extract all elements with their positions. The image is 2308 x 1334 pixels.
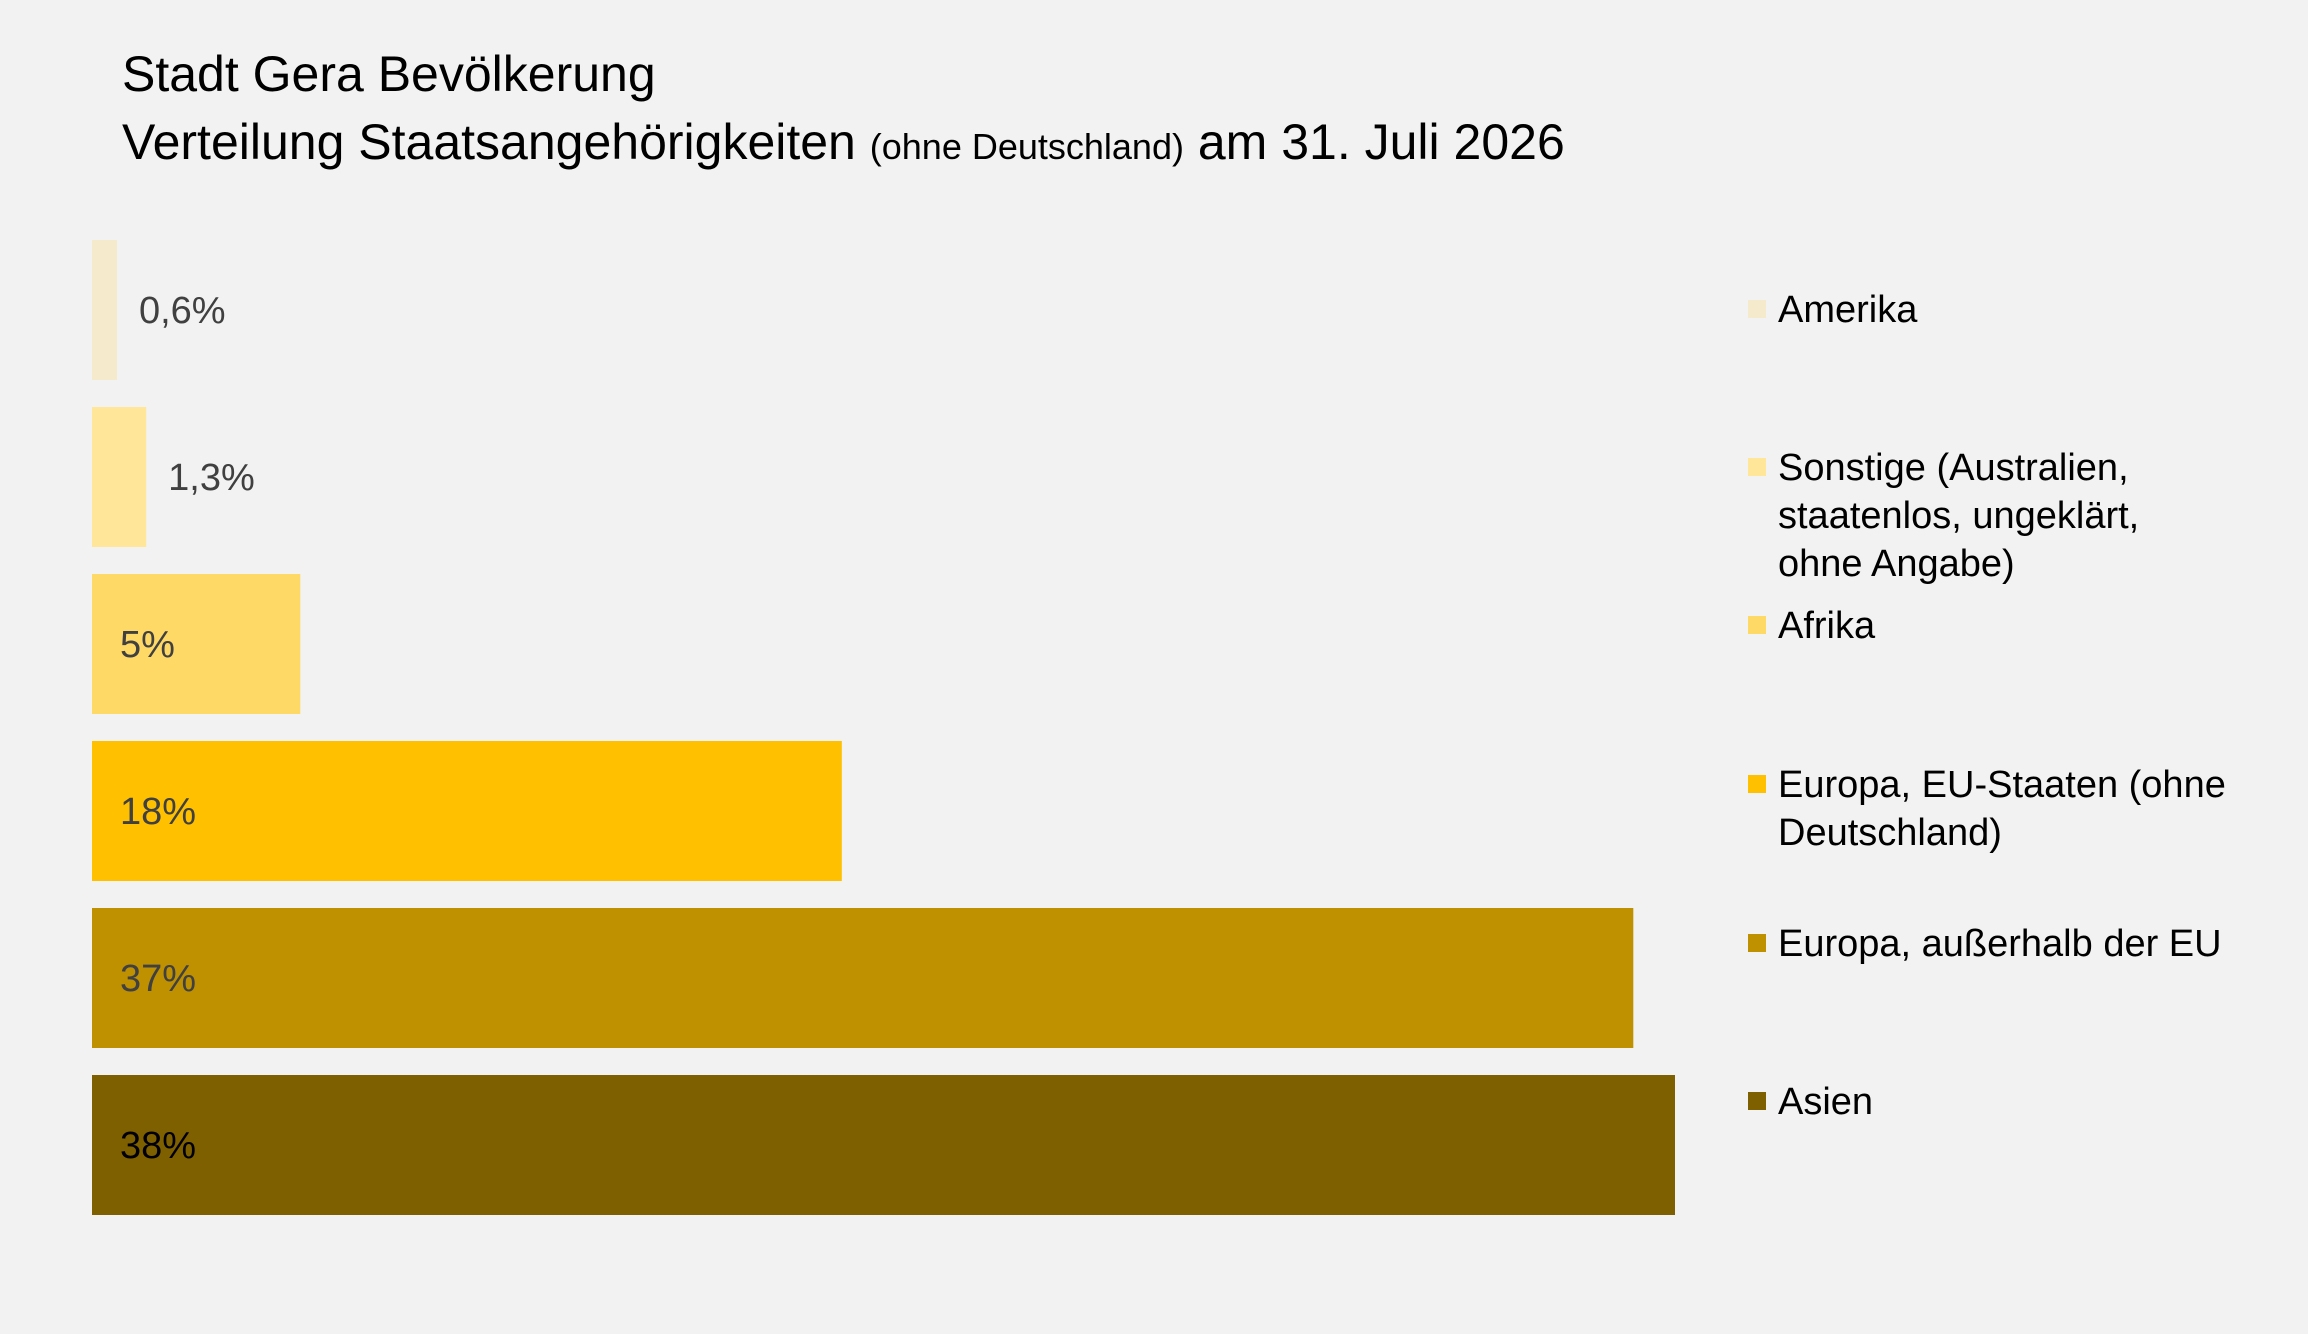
legend-swatch-2 bbox=[1748, 616, 1766, 634]
bar-4 bbox=[92, 908, 1634, 1048]
bar-label-2: 5% bbox=[120, 624, 175, 666]
legend-label-2: Afrika bbox=[1778, 605, 1876, 647]
legend-label-3: Europa, EU-Staaten (ohne Deutschland) bbox=[1778, 764, 2226, 854]
legend-swatch-4 bbox=[1748, 934, 1766, 952]
title-line-2-note: (ohne Deutschland) bbox=[869, 126, 1184, 167]
legend-swatch-5 bbox=[1748, 1092, 1766, 1110]
bar-1 bbox=[92, 407, 147, 547]
bar-0 bbox=[92, 240, 117, 380]
bar-label-4: 37% bbox=[120, 958, 196, 1000]
bar-label-1: 1,3% bbox=[168, 457, 255, 499]
title-line-2: Verteilung Staatsangehörigkeiten (ohne D… bbox=[122, 108, 1565, 181]
chart-title: Stadt Gera Bevölkerung Verteilung Staats… bbox=[122, 40, 1565, 181]
bars-group bbox=[92, 240, 1675, 1215]
legend-swatch-3 bbox=[1748, 775, 1766, 793]
legend-swatch-0 bbox=[1748, 300, 1766, 318]
bar-5 bbox=[92, 1075, 1675, 1215]
legend-swatch-1 bbox=[1748, 458, 1766, 476]
legend-label-5: Asien bbox=[1778, 1081, 1873, 1123]
bar-3 bbox=[92, 741, 842, 881]
legend-label-1: Sonstige (Australien, staatenlos, ungeklä… bbox=[1778, 447, 2139, 585]
bar-labels-group: 0,6% 1,3% 5% 18% 37% 38% bbox=[120, 290, 255, 1167]
title-line-2-main: Verteilung Staatsangehörigkeiten bbox=[122, 114, 870, 170]
title-line-2-date: am 31. Juli 2026 bbox=[1183, 114, 1565, 170]
title-line-1: Stadt Gera Bevölkerung bbox=[122, 46, 656, 102]
bar-2 bbox=[92, 574, 301, 714]
bar-label-5: 38% bbox=[120, 1125, 196, 1167]
bar-label-0: 0,6% bbox=[139, 290, 226, 332]
legend-label-0: Amerika bbox=[1778, 289, 1918, 331]
legend-label-4: Europa, außerhalb der EU bbox=[1778, 923, 2222, 965]
bar-label-3: 18% bbox=[120, 791, 196, 833]
legend: Amerika Sonstige (Australien, staatenlos, … bbox=[1748, 289, 2226, 1123]
